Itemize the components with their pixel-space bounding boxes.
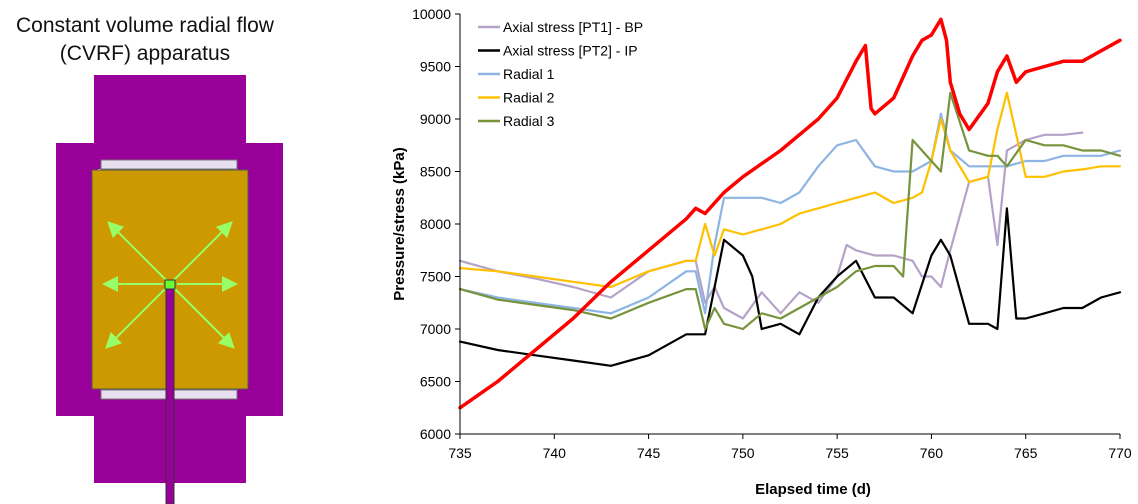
apparatus-title-line-1: Constant volume radial flow [16,14,274,37]
top-cap [94,75,246,169]
y-tick-label: 6500 [420,374,451,390]
legend-label: Radial 2 [503,90,555,106]
y-axis-title: Pressure/stress (kPa) [391,147,408,300]
apparatus-title-line-2: (CVRF) apparatus [59,42,231,65]
series-line-6 [458,17,1122,410]
legend: Axial stress [PT1] - BP Axial stress [PT2… [478,19,643,129]
legend-label: Axial stress [PT1] - BP [503,19,643,35]
legend-label: Axial stress [PT2] - IP [503,43,638,59]
x-tick-label: 745 [637,445,661,461]
y-tick-label: 8000 [420,216,451,232]
x-tick-label: 760 [920,445,944,461]
apparatus-title: Constant volume radial flow (CVRF) appar… [0,12,290,68]
y-tick-label: 9500 [420,59,451,75]
x-tick-label: 770 [1108,445,1132,461]
left-clamp [56,143,98,416]
series-layer [458,17,1122,410]
legend-label: Radial 1 [503,66,555,82]
y-tick-label: 6000 [420,426,451,442]
y-tick-label: 9000 [420,111,451,127]
x-tick-label: 740 [543,445,567,461]
x-tick-label: 755 [825,445,849,461]
cvrf-apparatus-diagram [56,75,283,504]
y-tick-label: 8500 [420,164,451,180]
x-axis-title: Elapsed time (d) [755,481,871,498]
y-tick-label: 10000 [412,6,451,22]
x-tick-label: 735 [448,445,472,461]
axes-layer: 735 740 745 750 755 760 765 770 6000 6500 7000 7500… [412,6,1132,461]
y-tick-label: 7500 [420,269,451,285]
top-platen [100,159,238,170]
series-line-5 [458,91,1122,331]
x-tick-label: 765 [1014,445,1038,461]
series-line-2 [458,207,1122,367]
radial-flow-arrows [102,221,238,349]
legend-label: Radial 3 [503,113,555,129]
inlet-port [164,279,176,290]
x-tick-label: 750 [731,445,755,461]
series-line-3 [458,112,1122,315]
y-tick-label: 7000 [420,321,451,337]
series-line-4 [458,91,1122,289]
